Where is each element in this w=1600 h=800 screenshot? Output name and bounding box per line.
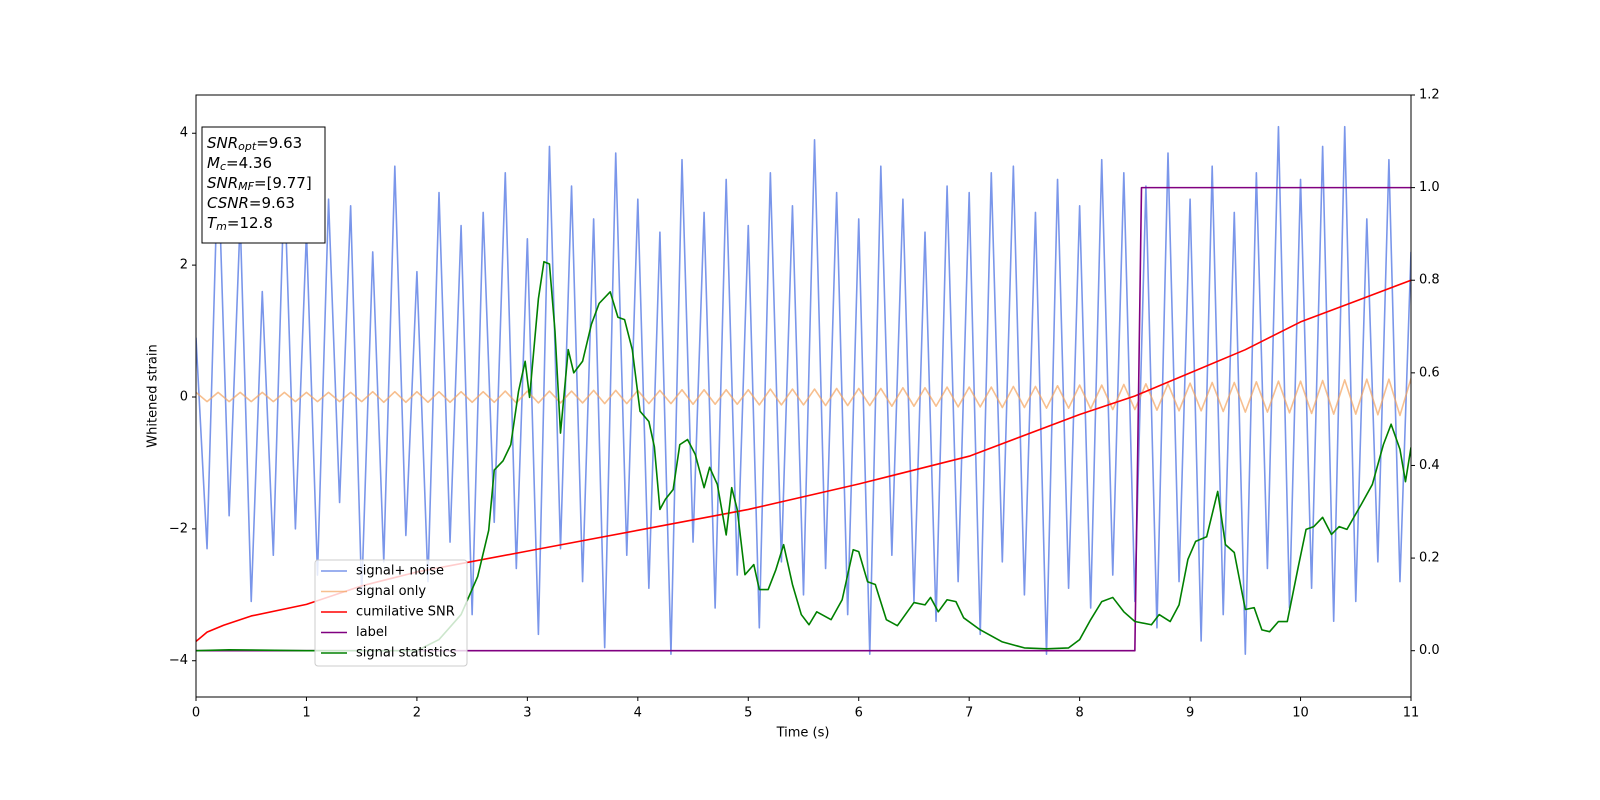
x-tick-label: 2 xyxy=(413,706,421,721)
y2-tick-label: 1.0 xyxy=(1419,180,1440,195)
x-tick-label: 10 xyxy=(1292,706,1309,721)
legend-frame xyxy=(314,559,468,667)
annotation: Mc=4.36 xyxy=(207,154,272,174)
annotation-subscript: MF xyxy=(238,180,254,193)
annotation-frame xyxy=(201,126,326,244)
annotation-value: =[9.77] xyxy=(254,174,312,192)
annotation: Tm=12.8 xyxy=(207,214,273,234)
x-tick-label: 1 xyxy=(302,706,310,721)
x-tick-label: 0 xyxy=(192,706,200,721)
x-tick-label: 7 xyxy=(965,706,973,721)
y2-tick-label: 0.2 xyxy=(1419,551,1440,566)
annotation-box: SNRopt=9.63Mc=4.36SNRMF=[9.77]CSNR=9.63T… xyxy=(201,126,326,244)
y2-tick-label: 0.0 xyxy=(1419,643,1440,658)
annotation-value: =9.63 xyxy=(256,134,302,152)
y2-tick-label: 0.6 xyxy=(1419,365,1440,380)
y2-tick-label: 0.8 xyxy=(1419,273,1440,288)
y-tick-label: 4 xyxy=(180,126,188,141)
series-line xyxy=(196,378,1411,417)
y2-tick-label: 0.4 xyxy=(1419,458,1440,473)
annotation-subscript: c xyxy=(220,160,226,173)
plot-area xyxy=(196,125,1411,655)
annotation-subscript: m xyxy=(216,220,227,233)
annotation-symbol: M xyxy=(207,154,220,172)
x-tick-label: 5 xyxy=(744,706,752,721)
x-tick-label: 3 xyxy=(523,706,531,721)
x-tick-label: 11 xyxy=(1403,706,1420,721)
annotation-value: =12.8 xyxy=(227,214,273,232)
annotation-symbol: CSNR xyxy=(207,194,249,212)
y2-tick-label: 1.2 xyxy=(1419,88,1440,103)
legend-label: signal only xyxy=(356,584,426,599)
annotation-subscript: opt xyxy=(238,140,257,153)
y-axis-label: Whitened strain xyxy=(146,344,161,447)
x-tick-label: 8 xyxy=(1075,706,1083,721)
annotation-symbol: SNR xyxy=(207,174,238,192)
series-line xyxy=(196,279,1411,643)
series-line xyxy=(196,260,1411,652)
annotation-symbol: SNR xyxy=(207,134,238,152)
x-axis-label: Time (s) xyxy=(776,726,830,741)
y-tick-label: −4 xyxy=(169,653,188,668)
y-tick-label: 2 xyxy=(180,258,188,273)
legend: signal+ noise signal only cumilative SNR la… xyxy=(314,559,468,667)
y-tick-label: −2 xyxy=(169,521,188,536)
legend-label: signal+ noise xyxy=(356,564,444,579)
axes-frame xyxy=(195,94,1412,698)
annotation: SNRopt=9.63 xyxy=(207,134,302,154)
legend-label: signal statistics xyxy=(356,646,457,661)
series-line xyxy=(196,186,1411,652)
x-tick-label: 9 xyxy=(1186,706,1194,721)
annotation: CSNR=9.63 xyxy=(207,194,295,212)
annotation-value: =9.63 xyxy=(249,194,295,212)
x-tick-label: 6 xyxy=(855,706,863,721)
annotation-value: =4.36 xyxy=(226,154,272,172)
series-line xyxy=(196,125,1411,655)
annotation-symbol: T xyxy=(207,214,218,232)
legend-label: label xyxy=(356,625,387,640)
annotation: SNRMF=[9.77] xyxy=(207,174,312,194)
legend-label: cumilative SNR xyxy=(356,605,455,620)
x-tick-label: 4 xyxy=(634,706,642,721)
y-tick-label: 0 xyxy=(180,389,188,404)
